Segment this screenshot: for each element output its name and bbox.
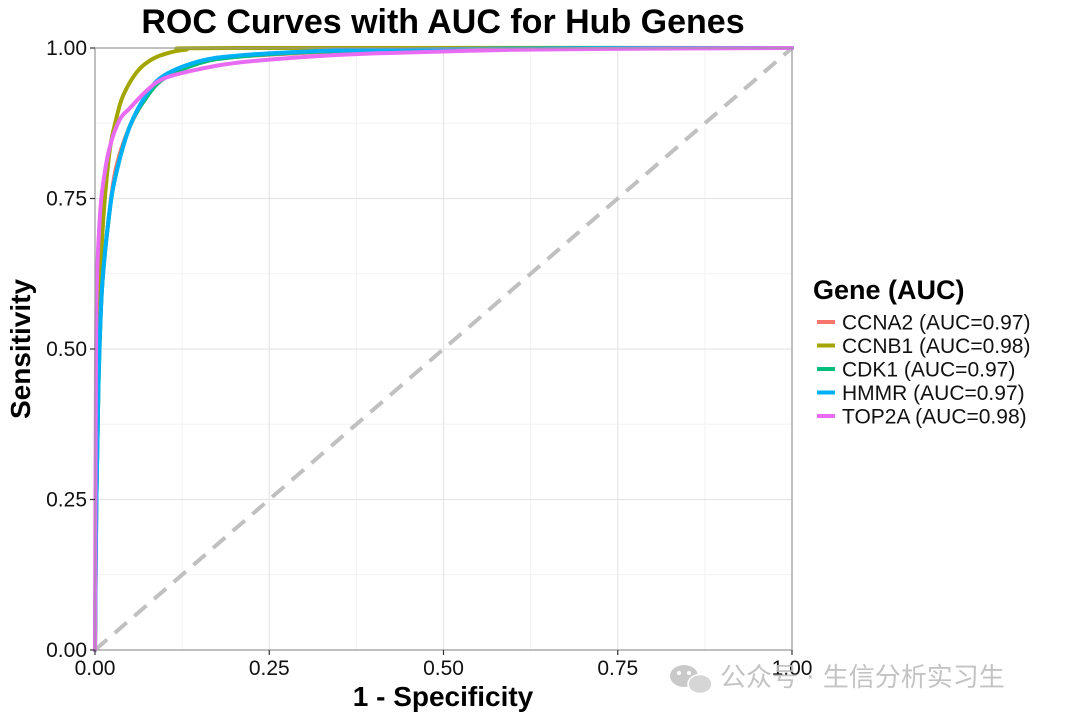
y-tick-label: 1.00 <box>46 37 87 60</box>
y-tick-label: 0.75 <box>46 188 87 211</box>
watermark-text: 公众号 · 生信分析实习生 <box>720 663 1005 693</box>
legend-label-hmmr: HMMR (AUC=0.97) <box>842 382 1025 405</box>
y-axis-ticks: 0.00 0.25 0.50 0.75 1.00 <box>46 37 95 662</box>
y-tick-label: 0.50 <box>46 338 87 361</box>
y-axis-title: Sensitivity <box>5 279 36 419</box>
wechat-icon <box>670 665 713 695</box>
x-tick-label: 0.25 <box>249 657 290 680</box>
roc-curve-top2a <box>93 46 794 652</box>
legend-label-top2a: TOP2A (AUC=0.98) <box>842 406 1027 429</box>
chart-title: ROC Curves with AUC for Hub Genes <box>141 3 744 41</box>
legend-label-ccnb1: CCNB1 (AUC=0.98) <box>842 335 1030 358</box>
watermark: 公众号 · 生信分析实习生 <box>670 663 1005 695</box>
legend-title: Gene (AUC) <box>813 275 965 305</box>
x-tick-label: 1.00 <box>772 657 813 680</box>
y-tick-label: 0.25 <box>46 489 87 512</box>
reference-diagonal <box>93 46 794 652</box>
x-tick-label: 0.75 <box>597 657 638 680</box>
x-axis-ticks: 0.00 0.25 0.50 0.75 1.00 <box>75 650 813 680</box>
legend-label-cdk1: CDK1 (AUC=0.97) <box>842 359 1015 382</box>
y-tick-label: 0.00 <box>46 639 87 662</box>
x-axis-title: 1 - Specificity <box>353 681 534 712</box>
legend: Gene (AUC) CCNA2 (AUC=0.97)CCNB1 (AUC=0.… <box>813 275 1030 429</box>
legend-label-ccna2: CCNA2 (AUC=0.97) <box>842 312 1030 335</box>
x-tick-label: 0.00 <box>75 657 116 680</box>
x-tick-label: 0.50 <box>423 657 464 680</box>
